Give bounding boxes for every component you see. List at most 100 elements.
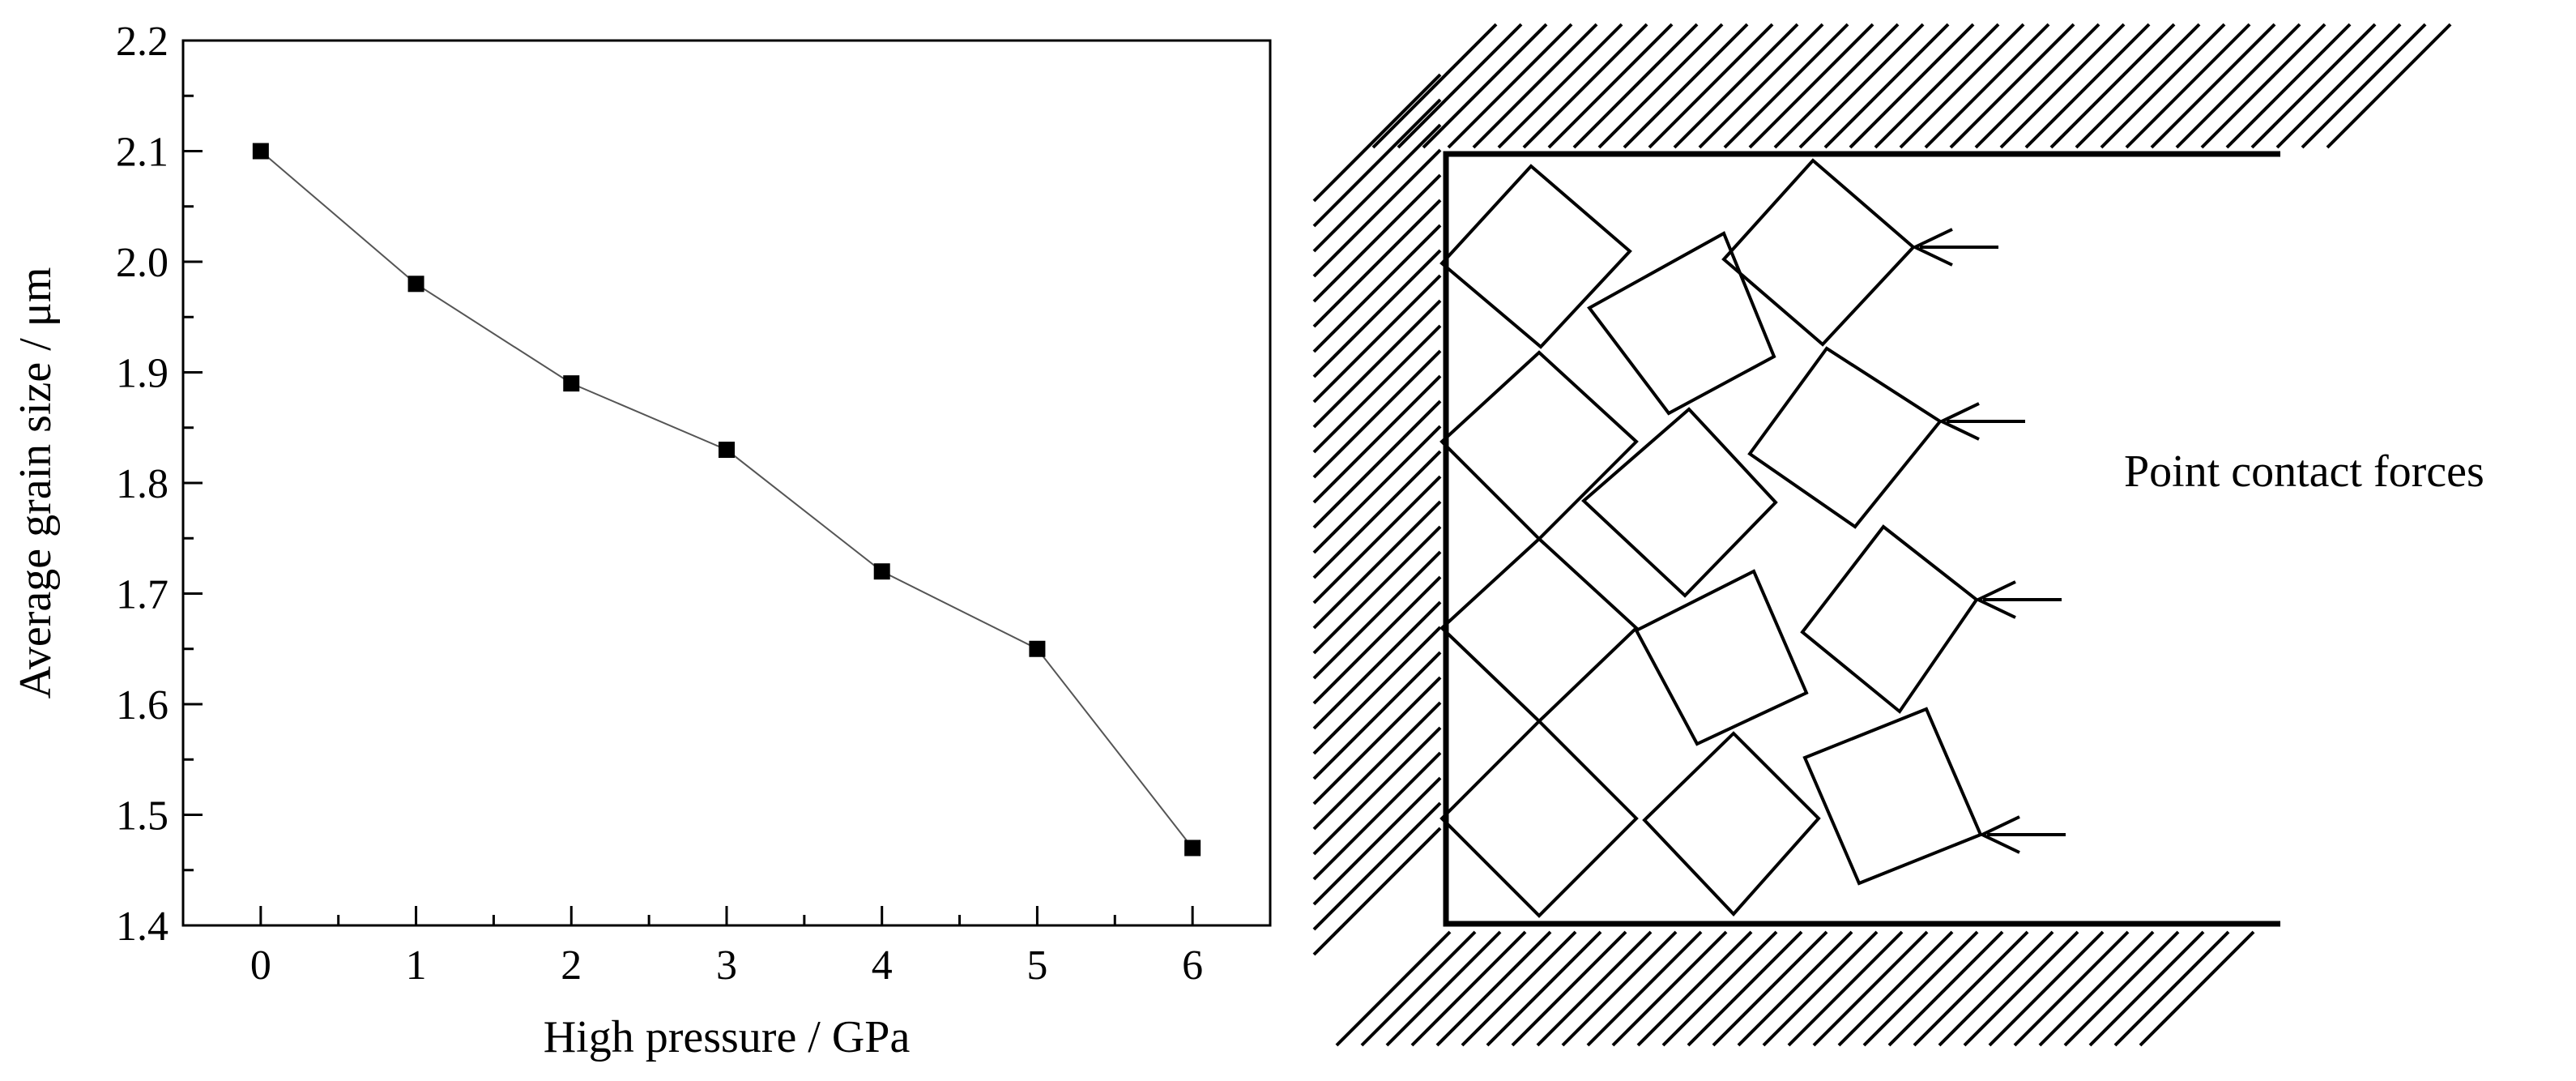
hatch-line xyxy=(2225,23,2352,149)
top-wall-hatching xyxy=(1371,23,2452,149)
grain xyxy=(1581,407,1778,598)
hatch-line xyxy=(1787,930,1904,1047)
y-axis: 1.4 1.5 1.6 1.7 1.8 1.9 2.0 2.1 2.2 xyxy=(116,19,203,950)
hatch-line xyxy=(1461,930,1577,1047)
grain xyxy=(1587,231,1776,416)
grain xyxy=(1439,719,1639,918)
hatch-line xyxy=(1938,930,2054,1047)
grain xyxy=(1439,536,1639,724)
x-tick-label: 4 xyxy=(872,942,893,989)
hatch-line xyxy=(2125,23,2251,149)
y-axis-title: Average grain size / μm xyxy=(11,267,61,699)
hatch-line xyxy=(2100,23,2226,149)
y-tick-label: 1.9 xyxy=(116,351,168,397)
x-axis-title: High pressure / GPa xyxy=(544,1012,911,1062)
hatch-line xyxy=(1312,374,1442,504)
grain-packing-diagram: Point contact forces xyxy=(1312,23,2484,1047)
force-arrow xyxy=(1978,815,2066,854)
x-tick-label: 6 xyxy=(1182,942,1203,989)
hatch-line xyxy=(2275,23,2402,149)
hatch-line xyxy=(1773,23,1900,149)
hatch-line xyxy=(1312,776,1442,906)
hatch-line xyxy=(1312,173,1442,303)
hatch-line xyxy=(1887,930,2004,1047)
data-point xyxy=(719,442,735,459)
y-tick-label: 1.8 xyxy=(116,461,168,507)
hatch-line xyxy=(1913,930,2029,1047)
hatch-line xyxy=(1312,274,1442,404)
hatch-line xyxy=(1536,930,1653,1047)
x-tick-label: 1 xyxy=(406,942,427,989)
hatch-line xyxy=(1335,930,1452,1047)
hatch-line xyxy=(1623,23,1749,149)
force-arrow xyxy=(1911,228,1998,267)
hatch-line xyxy=(2175,23,2301,149)
hatch-line xyxy=(2250,23,2377,149)
hatch-line xyxy=(1823,23,1950,149)
hatch-line xyxy=(1798,23,1925,149)
point-contact-forces-label: Point contact forces xyxy=(2124,446,2484,497)
hatch-line xyxy=(1661,930,1778,1047)
hatch-line xyxy=(1312,249,1442,378)
hatch-line xyxy=(1312,600,1442,730)
hatch-line xyxy=(1435,930,1552,1047)
hatch-line xyxy=(1636,930,1753,1047)
force-arrow xyxy=(1974,580,2062,619)
hatch-line xyxy=(1312,73,1442,203)
hatch-line xyxy=(1422,23,1548,149)
hatch-line xyxy=(1447,23,1573,149)
y-tick-label: 2.1 xyxy=(116,130,168,176)
hatch-line xyxy=(1949,23,2075,149)
hatch-line xyxy=(1312,98,1442,228)
grain xyxy=(1802,707,1983,886)
hatch-line xyxy=(1360,930,1477,1047)
grain-size-chart: 1.4 1.5 1.6 1.7 1.8 1.9 2.0 2.1 2.2 0 1 2 3 4 5 6 High… xyxy=(11,19,1272,1062)
hatch-line xyxy=(1698,23,1824,149)
hatch-line xyxy=(1312,801,1442,931)
die-cavity-outline xyxy=(1443,151,2280,927)
hatch-line xyxy=(2024,23,2151,149)
y-tick-label: 1.5 xyxy=(116,793,168,840)
hatch-line xyxy=(1371,23,1498,149)
hatch-line xyxy=(1924,23,2050,149)
hatch-line xyxy=(2139,930,2255,1047)
hatch-line xyxy=(1312,450,1442,579)
hatch-line xyxy=(1312,123,1442,253)
grain xyxy=(1747,346,1943,529)
hatch-line xyxy=(1312,827,1442,956)
hatch-line xyxy=(1312,500,1442,630)
grains xyxy=(1439,158,1983,918)
hatch-line xyxy=(1812,930,1929,1047)
y-tick-label: 1.6 xyxy=(116,682,168,728)
hatch-line xyxy=(1611,930,1728,1047)
hatch-line xyxy=(1497,23,1623,149)
hatch-line xyxy=(1862,930,1979,1047)
hatch-line xyxy=(1572,23,1699,149)
hatch-line xyxy=(1837,930,1954,1047)
hatch-line xyxy=(1486,930,1602,1047)
wall-hatching xyxy=(1312,23,2452,1047)
x-axis: 0 1 2 3 4 5 6 xyxy=(250,906,1203,989)
force-arrows xyxy=(1911,228,2066,854)
hatch-line xyxy=(2075,23,2201,149)
hatch-line xyxy=(1849,23,1975,149)
hatch-line xyxy=(1999,23,2126,149)
hatch-line xyxy=(1737,930,1853,1047)
hatch-line xyxy=(1312,751,1442,881)
hatch-line xyxy=(1312,676,1442,805)
hatch-line xyxy=(1312,525,1442,655)
hatch-line xyxy=(2326,23,2452,149)
hatch-line xyxy=(2088,930,2205,1047)
grain xyxy=(1800,524,1979,714)
x-tick-label: 5 xyxy=(1026,942,1047,989)
grain xyxy=(1439,350,1639,541)
hatch-line xyxy=(1687,930,1803,1047)
hatch-line xyxy=(2049,23,2176,149)
grain xyxy=(1634,569,1809,746)
x-tick-label: 0 xyxy=(250,942,271,989)
hatch-line xyxy=(1988,930,2105,1047)
hatch-line xyxy=(1522,23,1648,149)
hatch-line xyxy=(1561,930,1678,1047)
y-tick-label: 1.7 xyxy=(116,572,168,618)
